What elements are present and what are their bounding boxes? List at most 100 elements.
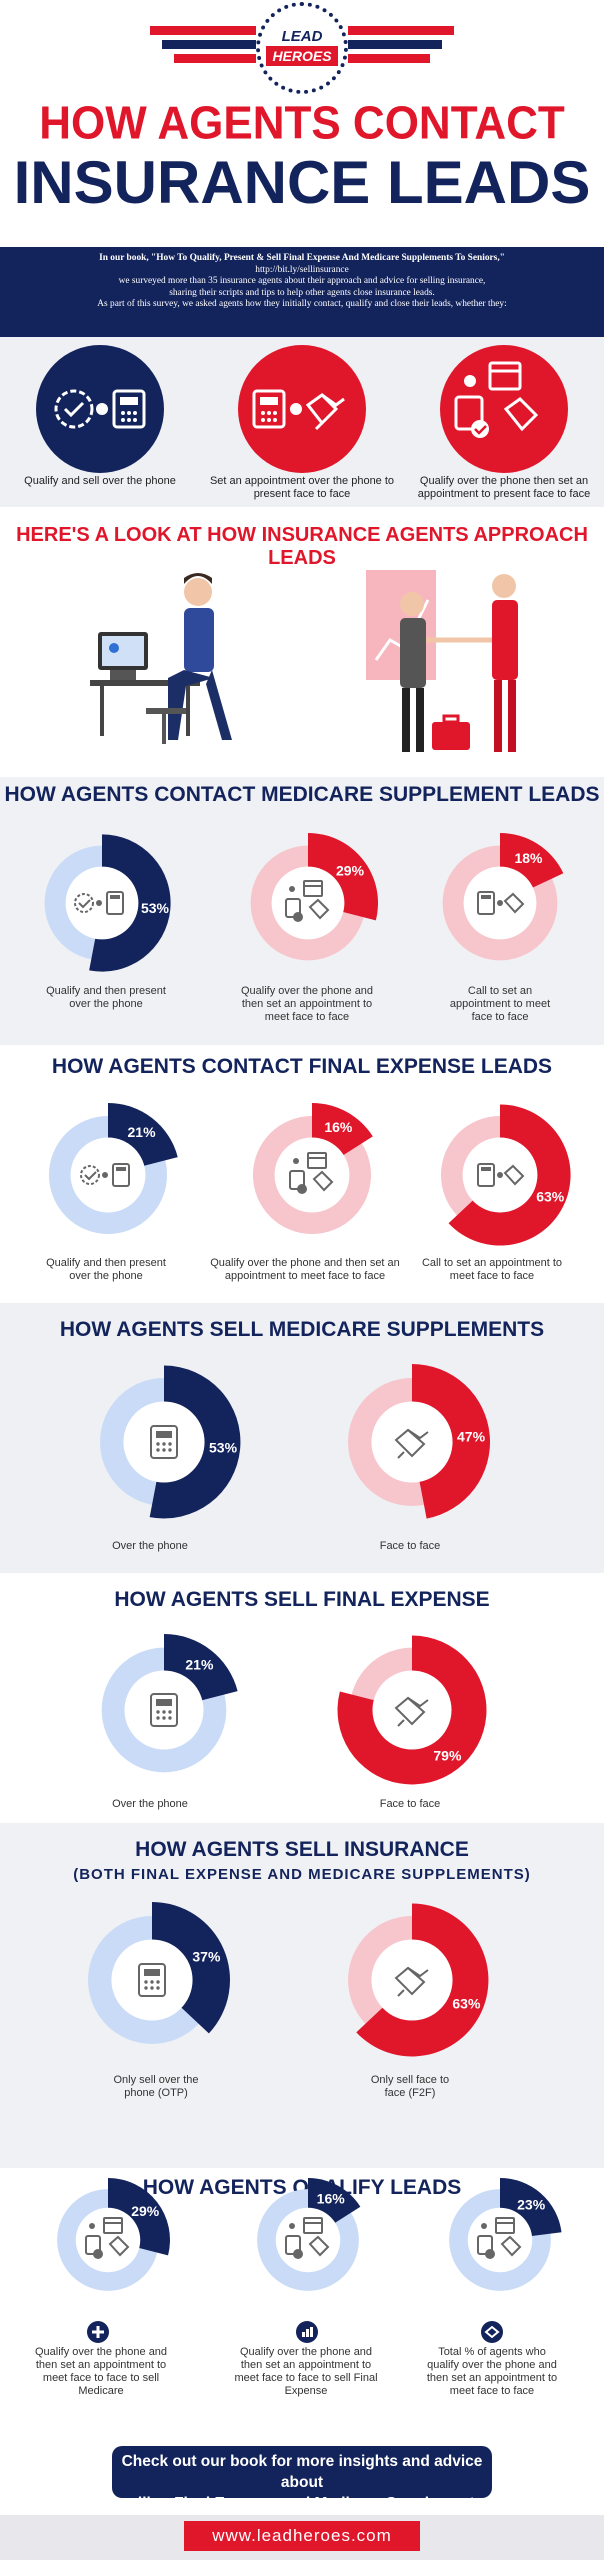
chart-badge-icon bbox=[296, 2321, 318, 2343]
logo-stripe bbox=[174, 54, 256, 63]
page-title-line2: INSURANCE LEADS bbox=[13, 149, 591, 216]
donut-hole bbox=[371, 1939, 453, 2021]
donut-value-label: 29% bbox=[131, 2203, 160, 2219]
donut-value-label: 16% bbox=[317, 2191, 346, 2207]
calendar-handshake-icon bbox=[285, 2217, 330, 2259]
slice-label: Qualify over the phone and then set an a… bbox=[34, 2346, 168, 2397]
slice-label: Qualify over the phone and then set an a… bbox=[210, 1257, 400, 1282]
approach-title: HERE'S A LOOK AT HOW INSURANCE AGENTS AP… bbox=[16, 524, 588, 569]
donut-hole bbox=[123, 1401, 205, 1483]
logo: LEAD HEROES bbox=[256, 2, 348, 94]
slice-label: Call to set an appointment to meet face … bbox=[421, 1257, 563, 1282]
donut-value-label: 79% bbox=[433, 1748, 462, 1764]
slice-label: Only sell face to face (F2F) bbox=[370, 2074, 450, 2099]
slice-label: Qualify and then present over the phone bbox=[46, 1257, 166, 1282]
logo-bottom-text: HEROES bbox=[266, 46, 338, 66]
chart-title-medicare-contact: HOW AGENTS CONTACT MEDICARE SUPPLEMENT L… bbox=[4, 783, 600, 806]
footer-url[interactable]: www.leadheroes.com bbox=[184, 2521, 420, 2551]
handshake-badge-icon bbox=[481, 2321, 503, 2343]
method-3-label: Qualify over the phone then set an appoi… bbox=[417, 475, 591, 500]
donut-value-label: 16% bbox=[324, 1119, 353, 1135]
slice-label: Over the phone bbox=[112, 1540, 188, 1552]
calendar-handshake-icon bbox=[477, 2217, 522, 2259]
slice-label: Qualify over the phone and then set an a… bbox=[234, 2346, 378, 2397]
intro-link[interactable]: http://bit.ly/sellinsurance bbox=[255, 264, 349, 275]
calendar-handshake-icon bbox=[85, 2217, 130, 2259]
donut-hole bbox=[124, 1670, 204, 1750]
slice-label: Call to set an appointment to meet face … bbox=[449, 985, 551, 1023]
donut-value-label: 53% bbox=[141, 900, 170, 916]
intro-band: In our book, "How To Qualify, Present & … bbox=[0, 247, 604, 337]
logo-stripe bbox=[150, 26, 256, 35]
slice-label: Face to face bbox=[379, 1798, 441, 1810]
phone-icon bbox=[150, 1693, 178, 1727]
donut-hole bbox=[111, 1939, 193, 2021]
check-phone-icon bbox=[80, 1163, 130, 1187]
calendar-handshake-icon bbox=[289, 1152, 334, 1194]
phone-agent-illustration bbox=[90, 573, 232, 744]
donut-value-label: 63% bbox=[536, 1189, 565, 1205]
chart-title-sell-medicare: HOW AGENTS SELL MEDICARE SUPPLEMENTS bbox=[59, 1318, 545, 1341]
page-title-line1: HOW AGENTS CONTACT bbox=[39, 97, 565, 150]
check-phone-icon bbox=[74, 891, 124, 915]
method-2-circle bbox=[238, 345, 366, 473]
donut-hole bbox=[274, 1137, 350, 1213]
chart-title-sell-insurance: HOW AGENTS SELL INSURANCE bbox=[135, 1838, 469, 1861]
methods-section: Qualify and sell over the phone Set an a… bbox=[0, 337, 604, 507]
slice-label: Total % of agents who qualify over the p… bbox=[426, 2346, 558, 2397]
donut-value-label: 37% bbox=[192, 1948, 221, 1964]
donut-slice bbox=[152, 1902, 231, 2034]
slice-label: Qualify and then present over the phone bbox=[46, 985, 166, 1010]
logo-stripe bbox=[162, 40, 256, 49]
method-3-circle bbox=[440, 345, 568, 473]
method-1-label: Qualify and sell over the phone bbox=[24, 475, 176, 487]
phone-handshake-icon bbox=[252, 389, 345, 431]
slice-label: Over the phone bbox=[112, 1798, 188, 1810]
phone-icon bbox=[150, 1425, 178, 1459]
handshake-icon bbox=[394, 1696, 429, 1727]
intro-line: In our book, "How To Qualify, Present & … bbox=[99, 253, 505, 263]
calendar-handshake-icon bbox=[454, 361, 539, 438]
chart-title-sell-final-expense: HOW AGENTS SELL FINAL EXPENSE bbox=[114, 1588, 490, 1611]
phone-handshake-icon bbox=[477, 1163, 525, 1187]
donut-value-label: 18% bbox=[514, 850, 543, 866]
handshake-icon bbox=[394, 1428, 429, 1459]
slice-label: Face to face bbox=[379, 1540, 441, 1552]
donut-value-label: 29% bbox=[336, 862, 365, 878]
logo-stripe bbox=[348, 54, 430, 63]
chart-title-qualify: HOW AGENTS QUALIFY LEADS bbox=[142, 2176, 462, 2199]
chart-subtitle-sell-insurance: (BOTH FINAL EXPENSE AND MEDICARE SUPPLEM… bbox=[73, 1866, 531, 1883]
cta-line1: Check out our book for more insights and… bbox=[121, 2453, 483, 2491]
check-phone-icon bbox=[54, 389, 146, 429]
plus-badge-icon bbox=[87, 2321, 109, 2343]
method-1-circle bbox=[36, 345, 164, 473]
donut-value-label: 23% bbox=[517, 2197, 546, 2213]
handshake-icon bbox=[394, 1966, 429, 1997]
cta-banner[interactable]: Check out our book for more insights and… bbox=[112, 2446, 492, 2512]
phone-handshake-icon bbox=[477, 891, 525, 915]
face-to-face-illustration bbox=[366, 570, 518, 752]
intro-line: As part of this survey, we asked agents … bbox=[97, 299, 507, 309]
slice-label: Only sell over the phone (OTP) bbox=[113, 2074, 199, 2099]
logo-stripe bbox=[348, 40, 442, 49]
donut-hole bbox=[372, 1670, 452, 1750]
intro-line: we surveyed more than 35 insurance agent… bbox=[118, 276, 486, 286]
calendar-handshake-icon bbox=[285, 880, 330, 922]
donut-value-label: 53% bbox=[209, 1440, 238, 1456]
method-2-label: Set an appointment over the phone to pre… bbox=[209, 475, 395, 500]
donut-value-label: 47% bbox=[457, 1428, 486, 1444]
donut-value-label: 21% bbox=[185, 1656, 214, 1672]
logo-top-text: LEAD bbox=[281, 28, 323, 45]
donut-value-label: 21% bbox=[128, 1124, 157, 1140]
header: LEAD HEROES HOW AGENTS CONTACT INSURANCE… bbox=[0, 0, 604, 250]
cta-line2: selling Final Expense and Medicare Suppl… bbox=[120, 2495, 484, 2512]
chart-title-final-expense-contact: HOW AGENTS CONTACT FINAL EXPENSE LEADS bbox=[51, 1055, 553, 1078]
donut-value-label: 63% bbox=[452, 1996, 481, 2012]
logo-stripe bbox=[348, 26, 454, 35]
slice-label: Qualify over the phone and then set an a… bbox=[240, 985, 374, 1023]
donut-hole bbox=[371, 1401, 453, 1483]
sell-final-expense-section bbox=[0, 1573, 604, 1823]
phone-icon bbox=[138, 1963, 166, 1997]
donut-hole bbox=[271, 866, 345, 940]
